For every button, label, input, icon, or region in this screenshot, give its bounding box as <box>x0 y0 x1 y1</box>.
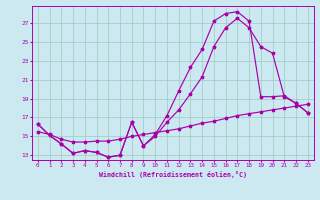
X-axis label: Windchill (Refroidissement éolien,°C): Windchill (Refroidissement éolien,°C) <box>99 171 247 178</box>
